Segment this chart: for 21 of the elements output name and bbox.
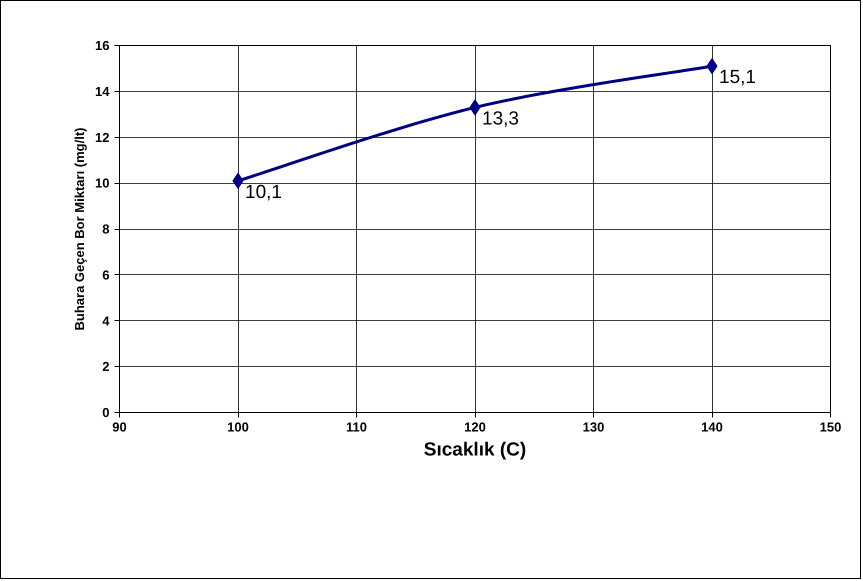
y-tick-label: 16 — [95, 38, 110, 53]
y-tick-label: 2 — [102, 359, 110, 374]
x-tick-label: 110 — [346, 420, 367, 434]
y-tick-label: 12 — [95, 130, 110, 145]
y-axis-title: Buhara Geçen Bor Miktarı (mg/lt) — [72, 128, 88, 330]
x-tick-label: 120 — [464, 420, 486, 434]
x-tick-label: 100 — [227, 420, 249, 434]
x-tick-label: 140 — [701, 420, 723, 434]
y-tick-label: 10 — [95, 176, 110, 191]
y-tick-label: 6 — [102, 267, 110, 282]
data-label: 10,1 — [245, 182, 282, 203]
x-tick-label: 150 — [820, 420, 842, 434]
data-label: 15,1 — [719, 67, 756, 88]
y-tick-label: 4 — [102, 313, 110, 328]
y-tick-label: 14 — [95, 84, 110, 99]
data-label: 13,3 — [482, 108, 519, 130]
y-tick-label: 8 — [102, 222, 110, 236]
x-axis-title: Sıcaklık (C) — [424, 440, 526, 460]
x-tick-label: 90 — [112, 420, 127, 434]
x-tick-label: 130 — [582, 420, 604, 434]
y-tick-label: 0 — [102, 405, 110, 420]
